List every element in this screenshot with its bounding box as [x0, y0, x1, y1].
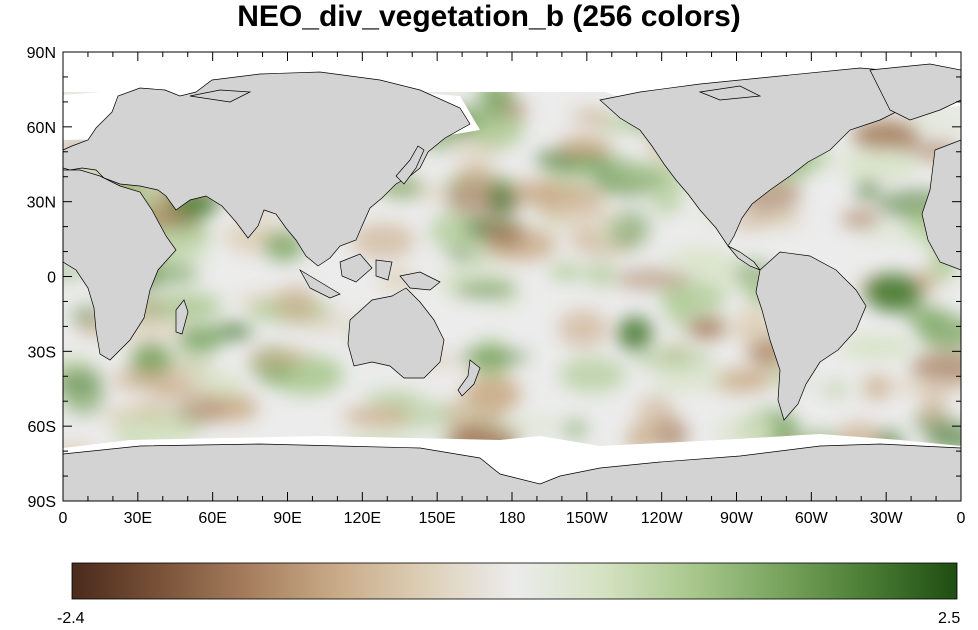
latitude-axis-labels: 90N 60N 30N 0 30S 60S 90S	[27, 45, 56, 511]
ocean-value-patch	[633, 347, 713, 370]
longitude-tick-label: 0	[957, 510, 966, 527]
colorbar-max-label: 2.5	[938, 610, 961, 627]
landmass-eurasia	[62, 71, 471, 267]
ocean-value-patch	[838, 335, 915, 359]
ocean-value-patch	[351, 222, 415, 260]
longitude-tick-label: 150W	[566, 510, 609, 527]
ocean-value-patch	[511, 180, 565, 201]
latitude-tick-label: 30S	[28, 344, 56, 361]
latitude-tick-label: 60N	[27, 120, 56, 137]
ocean-value-patch	[454, 282, 519, 297]
landmass-south-america	[755, 251, 867, 421]
ocean-value-patch	[910, 351, 961, 384]
ocean-value-patch	[659, 281, 726, 316]
ocean-value-patch	[558, 309, 608, 348]
ocean-value-patch	[263, 231, 305, 262]
ocean-value-patch	[274, 285, 318, 324]
ocean-value-patch	[456, 164, 495, 189]
ocean-value-patch	[458, 350, 530, 364]
ocean-value-patch	[855, 181, 881, 198]
ocean-value-patch	[820, 383, 850, 397]
landmass-japan	[395, 145, 425, 185]
ocean-value-patch	[480, 220, 527, 250]
colorbar-min-label: -2.4	[57, 610, 85, 627]
ocean-value-patch	[663, 246, 731, 268]
landmass-sumatra-borneo	[299, 253, 393, 299]
ocean-value-patch	[686, 316, 727, 339]
longitude-tick-label: 30W	[870, 510, 904, 527]
ocean-value-patch	[213, 323, 253, 339]
landmass-greenland	[869, 63, 962, 121]
landmass-arctic-islands	[189, 85, 762, 103]
ocean-value-patch	[462, 375, 522, 414]
ocean-value-patch	[571, 108, 612, 126]
latitude-tick-label: 0	[47, 270, 56, 287]
ocean-value-patch	[650, 370, 727, 391]
ocean-value-patch	[364, 390, 419, 407]
ocean-value-patch	[559, 357, 626, 393]
ocean-value-patch	[557, 136, 612, 157]
landmass-madagascar	[175, 299, 189, 335]
ocean-value-patch	[127, 295, 210, 321]
ocean-value-patch	[617, 316, 653, 351]
ocean-value-patch	[471, 113, 524, 148]
longitude-tick-label: 180	[499, 510, 526, 527]
ocean-value-patch	[63, 382, 106, 416]
ocean-value-patch	[483, 419, 566, 432]
ocean-value-patch	[741, 367, 774, 391]
axis-ticks	[62, 51, 962, 502]
ocean-value-patch	[917, 315, 961, 349]
ocean-value-patch	[562, 418, 588, 440]
ocean-value-patch	[150, 387, 216, 400]
ocean-value-patch	[342, 407, 412, 427]
ocean-value-patch	[862, 375, 892, 400]
longitude-tick-label: 30E	[124, 510, 152, 527]
longitude-tick-label: 60W	[795, 510, 829, 527]
ocean-value-patch	[614, 269, 691, 290]
ocean-value-patch	[444, 427, 508, 442]
ocean-value-patch	[852, 119, 919, 151]
ocean-value-patch	[841, 209, 881, 229]
ocean-value-patch	[857, 227, 938, 240]
landmass-new-guinea	[399, 271, 441, 291]
plot-title: NEO_div_vegetation_b (256 colors)	[237, 0, 741, 33]
landmass-australia	[347, 287, 445, 379]
longitude-tick-label: 0	[59, 510, 68, 527]
latitude-tick-label: 60S	[28, 419, 56, 436]
longitude-tick-label: 120W	[641, 510, 684, 527]
latitude-tick-label: 30N	[27, 195, 56, 212]
ocean-value-patch	[545, 203, 622, 232]
ocean-value-patch	[487, 184, 516, 216]
ocean-value-patch	[429, 212, 486, 250]
landmass-new-zealand	[457, 359, 481, 397]
ocean-value-patch	[175, 400, 226, 423]
ocean-value-patch	[572, 155, 630, 171]
longitude-tick-label: 60E	[198, 510, 226, 527]
ocean-value-patch	[865, 273, 923, 312]
ocean-value-patch	[112, 367, 192, 392]
longitude-tick-label: 120E	[344, 510, 381, 527]
ocean-value-patch	[585, 262, 616, 287]
ocean-value-patch	[899, 115, 961, 130]
ocean-value-patch	[838, 148, 919, 182]
ocean-value-patch	[166, 363, 211, 376]
ocean-value-patch	[736, 306, 773, 346]
landmass-north-america	[599, 67, 931, 247]
ocean-value-patch	[548, 265, 584, 279]
ocean-value-patch	[177, 325, 224, 353]
longitude-tick-label: 90E	[273, 510, 301, 527]
land-masses	[62, 63, 962, 502]
colorbar	[71, 562, 958, 600]
longitude-tick-label: 150E	[418, 510, 455, 527]
ocean-value-patch	[921, 389, 946, 426]
longitude-axis-labels: 0 30E 60E 90E 120E 150E 180 150W 120W 90W 60W 30W 0	[59, 510, 966, 527]
landmass-africa	[62, 169, 177, 361]
ocean-value-patch	[247, 347, 310, 371]
latitude-tick-label: 90N	[27, 45, 56, 62]
longitude-tick-label: 90W	[720, 510, 754, 527]
latitude-tick-label: 90S	[28, 494, 56, 511]
